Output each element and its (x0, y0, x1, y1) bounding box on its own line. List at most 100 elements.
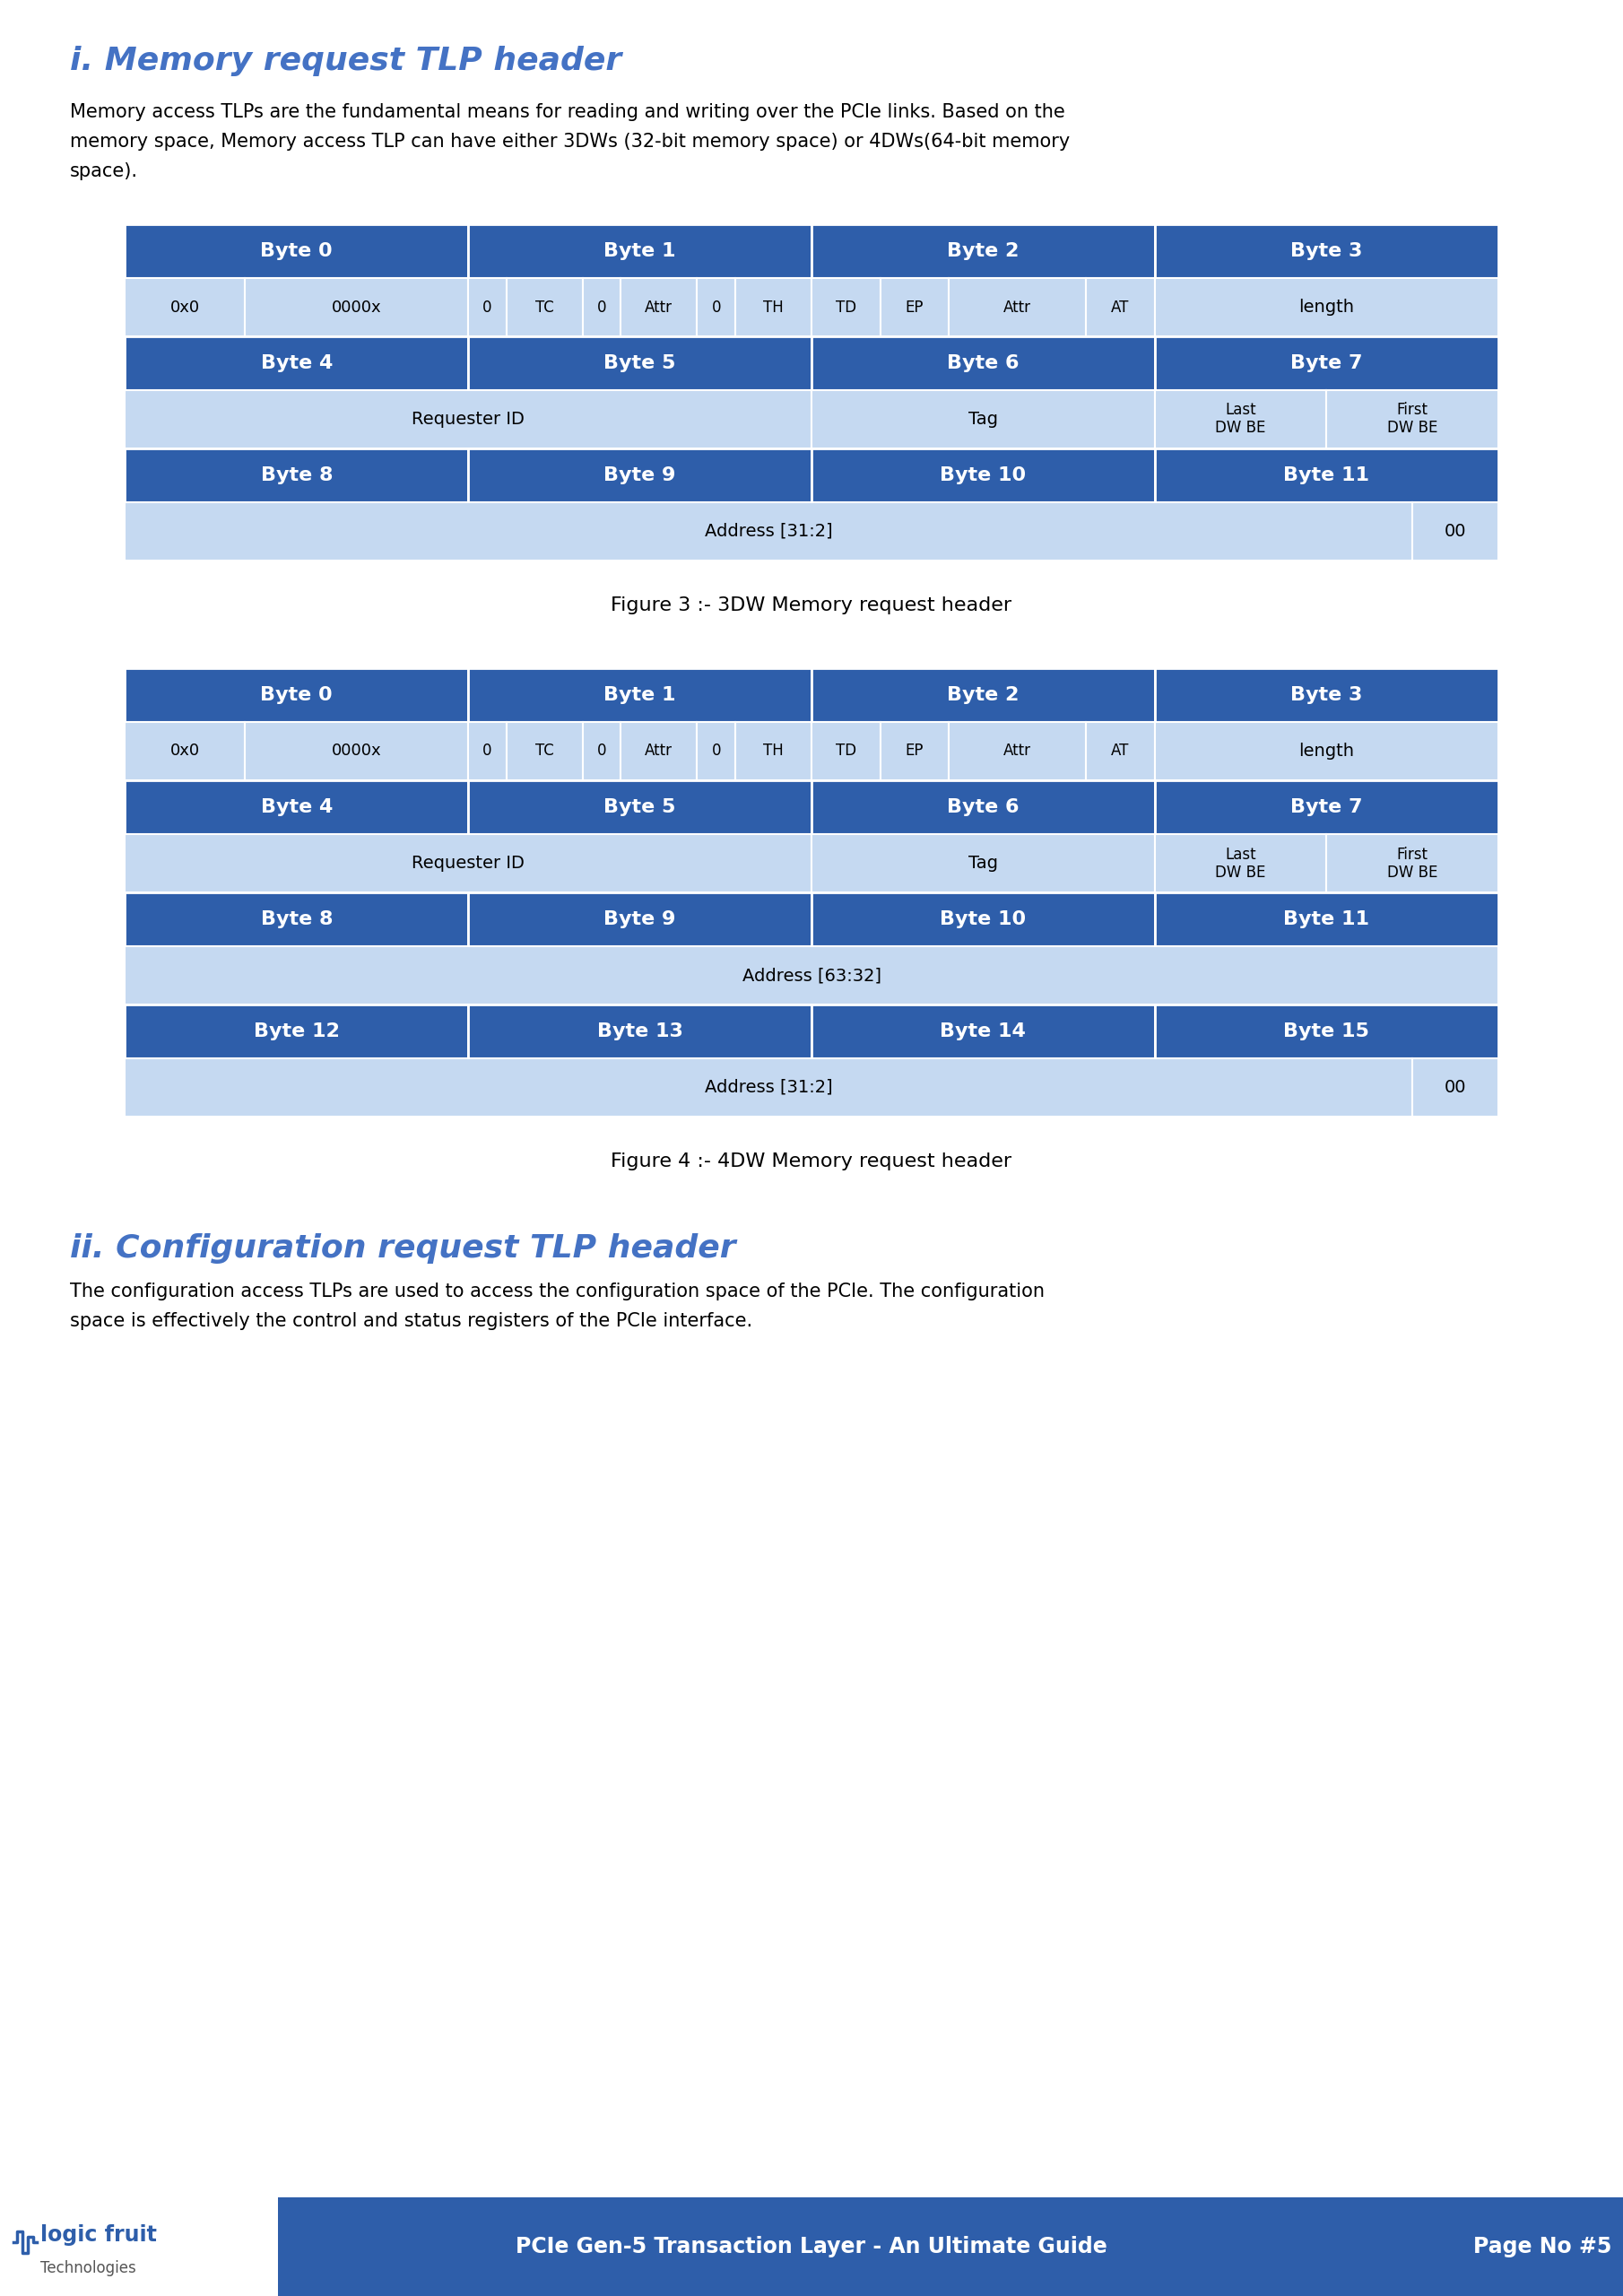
Text: Technologies: Technologies (41, 2259, 136, 2275)
Text: EP: EP (906, 298, 923, 315)
Bar (506, 278, 583, 335)
Text: Byte 8: Byte 8 (261, 466, 333, 484)
Text: First: First (1396, 402, 1428, 418)
Bar (125, 1006, 469, 1058)
Bar (469, 1006, 812, 1058)
Text: 0000x: 0000x (331, 744, 381, 760)
Text: Figure 4 :- 4DW Memory request header: Figure 4 :- 4DW Memory request header (610, 1153, 1013, 1171)
Text: 0: 0 (711, 298, 721, 315)
Bar (125, 946, 1498, 1006)
Bar (1086, 721, 1156, 781)
Text: TD: TD (836, 298, 857, 315)
Bar (583, 721, 622, 781)
Bar (469, 781, 812, 833)
Bar (698, 278, 735, 335)
Bar (1156, 833, 1326, 893)
Text: Byte 6: Byte 6 (948, 799, 1019, 815)
Bar (125, 781, 469, 833)
Text: Byte 8: Byte 8 (261, 909, 333, 928)
Bar (0, 2197, 278, 2296)
Text: 0: 0 (482, 744, 492, 760)
Bar (698, 721, 735, 781)
Text: DW BE: DW BE (1388, 420, 1438, 436)
Text: 00: 00 (1444, 523, 1466, 540)
Text: Byte 11: Byte 11 (1284, 466, 1370, 484)
Text: Byte 10: Byte 10 (940, 909, 1026, 928)
Text: Memory access TLPs are the fundamental means for reading and writing over the PC: Memory access TLPs are the fundamental m… (70, 103, 1065, 122)
Bar (469, 448, 812, 503)
Bar (125, 721, 1498, 781)
Text: Byte 3: Byte 3 (1290, 687, 1362, 705)
Bar (245, 721, 469, 781)
Bar (949, 721, 1086, 781)
Bar (1156, 1006, 1498, 1058)
Bar (735, 721, 812, 781)
Text: Attr: Attr (644, 298, 674, 315)
Bar (583, 278, 622, 335)
Bar (622, 278, 698, 335)
Text: Byte 1: Byte 1 (604, 241, 675, 259)
Text: 0: 0 (482, 298, 492, 315)
Text: Requester ID: Requester ID (412, 854, 524, 872)
Bar (125, 833, 812, 893)
Bar (1086, 278, 1156, 335)
Text: TH: TH (763, 298, 784, 315)
Bar (125, 721, 245, 781)
Text: TC: TC (536, 298, 553, 315)
Bar (622, 721, 698, 781)
Bar (735, 278, 812, 335)
Bar (812, 390, 1156, 448)
Text: 0: 0 (597, 298, 607, 315)
Bar (1156, 225, 1498, 278)
Text: Byte 1: Byte 1 (604, 687, 675, 705)
Text: space).: space). (70, 163, 138, 181)
Bar (880, 721, 949, 781)
Bar (812, 721, 880, 781)
Text: Byte 13: Byte 13 (597, 1022, 683, 1040)
Bar (880, 278, 949, 335)
Text: AT: AT (1112, 744, 1130, 760)
Bar (125, 390, 812, 448)
Text: Last: Last (1225, 402, 1256, 418)
Text: 00: 00 (1444, 1079, 1466, 1095)
Text: Page No #5: Page No #5 (1474, 2236, 1612, 2257)
Text: 0000x: 0000x (331, 298, 381, 315)
Bar (1156, 893, 1498, 946)
Bar (0, 2197, 1623, 2296)
Bar (125, 335, 469, 390)
Text: Attr: Attr (644, 744, 674, 760)
Text: logic fruit: logic fruit (41, 2225, 157, 2245)
Text: Byte 0: Byte 0 (260, 241, 333, 259)
Bar (125, 1058, 1412, 1116)
Text: Byte 11: Byte 11 (1284, 909, 1370, 928)
Bar (469, 721, 506, 781)
Text: Figure 3 :- 3DW Memory request header: Figure 3 :- 3DW Memory request header (610, 597, 1013, 615)
Text: Attr: Attr (1003, 298, 1031, 315)
Text: Byte 6: Byte 6 (948, 354, 1019, 372)
Bar (812, 781, 1156, 833)
Text: Byte 5: Byte 5 (604, 799, 675, 815)
Bar (1156, 448, 1498, 503)
Text: Requester ID: Requester ID (412, 411, 524, 427)
Text: 0: 0 (597, 744, 607, 760)
Text: DW BE: DW BE (1216, 863, 1266, 879)
Text: Byte 7: Byte 7 (1290, 799, 1362, 815)
Bar (125, 893, 469, 946)
Bar (125, 503, 1412, 560)
Bar (812, 833, 1156, 893)
Bar (125, 390, 1498, 448)
Bar (469, 278, 506, 335)
Text: Byte 0: Byte 0 (260, 687, 333, 705)
Bar (812, 278, 880, 335)
Text: TD: TD (836, 744, 857, 760)
Bar (506, 721, 583, 781)
Text: i. Memory request TLP header: i. Memory request TLP header (70, 46, 622, 76)
Bar (1156, 781, 1498, 833)
Bar (125, 278, 245, 335)
Text: 0x0: 0x0 (170, 298, 200, 315)
Text: Byte 3: Byte 3 (1290, 241, 1362, 259)
Text: DW BE: DW BE (1388, 863, 1438, 879)
Bar (812, 448, 1156, 503)
Bar (1326, 390, 1498, 448)
Bar (1326, 833, 1498, 893)
